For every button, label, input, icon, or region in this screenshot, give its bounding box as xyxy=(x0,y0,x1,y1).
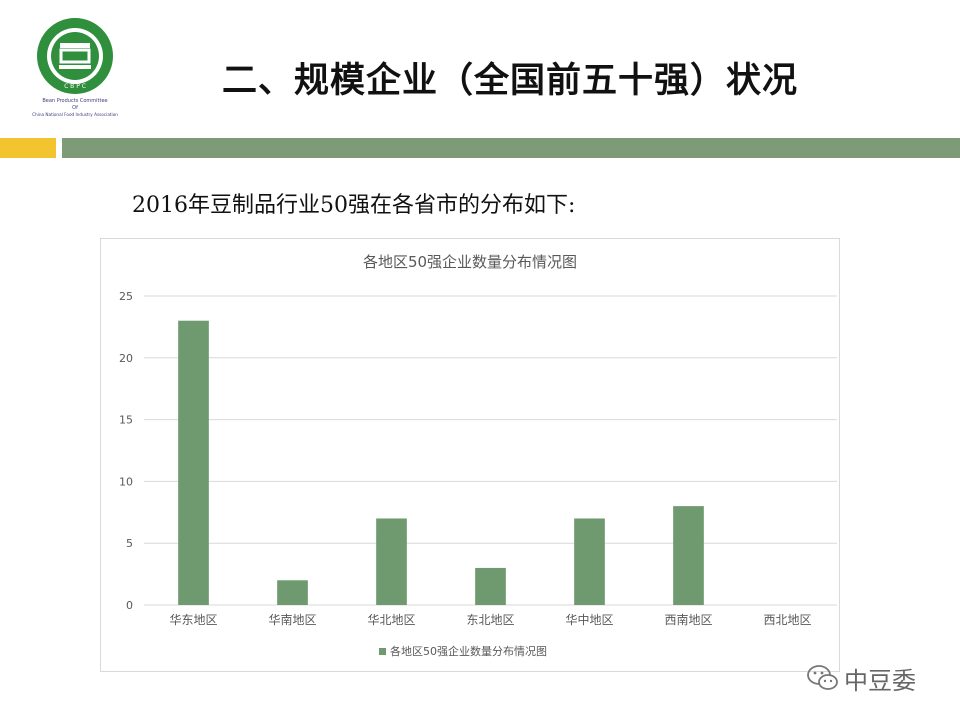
y-tick-label: 10 xyxy=(119,475,133,488)
logo-text-line-1: Bean Products Committee xyxy=(42,98,107,104)
legend-swatch xyxy=(379,648,386,655)
x-tick-label: 华北地区 xyxy=(367,613,415,627)
x-tick-label: 东北地区 xyxy=(466,613,514,627)
watermark-text: 中豆委 xyxy=(844,666,916,695)
bar-chart: 各地区50强企业数量分布情况图 0 5 10 15 20 25 华东地区 华南地区 华北地区 东… xyxy=(119,253,837,658)
bar-1 xyxy=(277,580,308,605)
logo: C B P C Bean Products Committee Of China… xyxy=(30,16,120,124)
x-tick-label: 华中地区 xyxy=(565,612,613,627)
bar-5 xyxy=(673,506,704,605)
y-tick-label: 5 xyxy=(126,537,133,550)
x-tick-label: 华南地区 xyxy=(268,612,316,627)
chart-frame: 各地区50强企业数量分布情况图 0 5 10 15 20 25 华东地区 华南地区 华北地区 东… xyxy=(100,238,840,672)
x-tick-label: 西南地区 xyxy=(664,612,712,627)
watermark: 中豆委 xyxy=(806,660,916,696)
slide-title: 二、规模企业（全国前五十强）状况 xyxy=(222,61,799,101)
slide-subtitle: 2016年豆制品行业50强在各省市的分布如下: xyxy=(132,193,576,218)
y-tick-label: 25 xyxy=(119,290,133,303)
y-tick-label: 20 xyxy=(119,352,133,365)
chart-title: 各地区50强企业数量分布情况图 xyxy=(363,253,577,271)
logo-emblem-icon: C B P C Bean Products Committee Of China… xyxy=(32,18,118,117)
logo-abbr: C B P C xyxy=(64,83,86,90)
chart-legend: 各地区50强企业数量分布情况图 xyxy=(379,644,547,658)
y-tick-label: 0 xyxy=(126,599,133,612)
logo-text-line-3: China National Food Industry Association xyxy=(32,112,118,117)
bar-0 xyxy=(178,320,209,605)
wechat-icon xyxy=(807,665,838,690)
bar-2 xyxy=(376,518,407,605)
bar-3 xyxy=(475,567,506,605)
header-accent-yellow xyxy=(0,138,56,158)
x-tick-label: 西北地区 xyxy=(763,613,811,627)
x-tick-label: 华东地区 xyxy=(169,613,217,627)
logo-text-line-2: Of xyxy=(72,105,78,111)
legend-label: 各地区50强企业数量分布情况图 xyxy=(390,644,547,658)
y-tick-label: 15 xyxy=(119,414,133,427)
bar-4 xyxy=(574,518,605,605)
header-accent-green xyxy=(62,138,960,158)
